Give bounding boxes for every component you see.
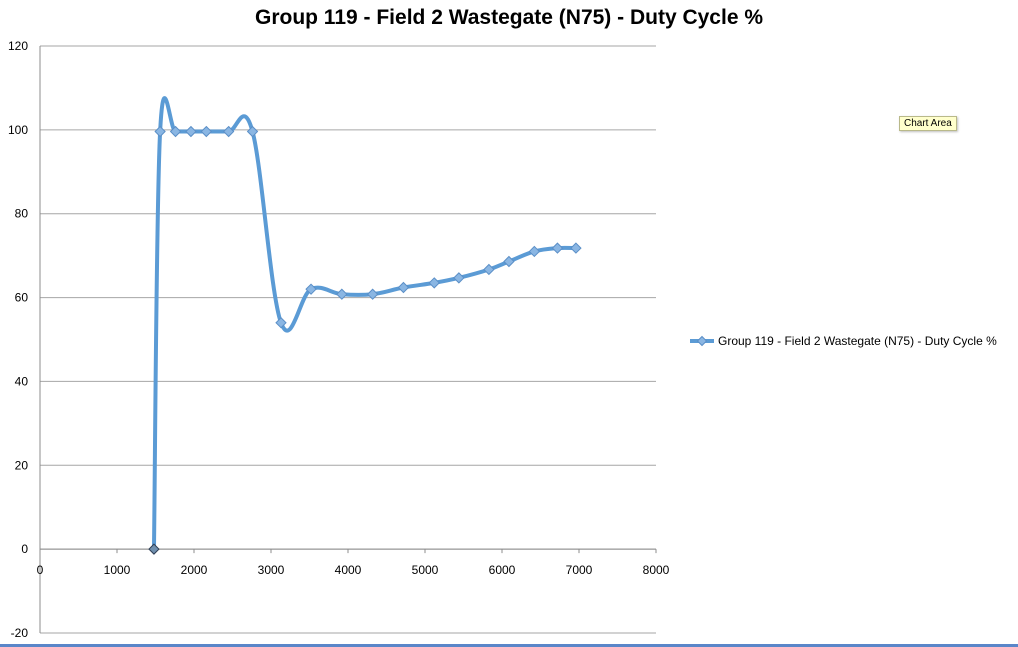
data-point-marker xyxy=(570,242,582,254)
data-point-marker xyxy=(336,288,348,300)
y-tick-label: 120 xyxy=(8,39,28,53)
y-tick-label: 20 xyxy=(15,458,29,472)
data-point-marker xyxy=(200,125,213,138)
data-point-marker xyxy=(246,125,259,138)
x-tick-label: 1000 xyxy=(104,563,131,577)
chart-area-tooltip: Chart Area xyxy=(899,116,957,131)
data-point-marker xyxy=(528,245,541,258)
data-point-marker xyxy=(551,242,564,254)
y-tick-label: 80 xyxy=(15,207,29,221)
data-point-marker xyxy=(148,543,160,555)
y-tick-label: 60 xyxy=(15,291,29,305)
y-tick-label: 40 xyxy=(15,374,29,388)
series-line xyxy=(151,96,578,552)
data-point-marker xyxy=(275,317,287,329)
data-point-marker xyxy=(169,125,182,138)
x-tick-label: 7000 xyxy=(566,563,593,577)
data-point-marker xyxy=(483,263,495,276)
data-point-marker xyxy=(428,277,440,289)
y-tick-label: 100 xyxy=(8,123,28,137)
x-tick-label: 4000 xyxy=(335,563,362,577)
data-point-marker xyxy=(453,272,465,284)
chart-title: Group 119 - Field 2 Wastegate (N75) - Du… xyxy=(254,6,764,29)
window-bottom-edge xyxy=(0,644,1018,647)
data-point-marker xyxy=(397,281,410,294)
data-point-marker xyxy=(185,125,197,138)
x-tick-label: 0 xyxy=(37,563,44,577)
x-tick-label: 6000 xyxy=(489,563,516,577)
data-point-marker xyxy=(366,288,379,300)
data-point-marker xyxy=(305,283,317,295)
legend-marker xyxy=(696,335,708,347)
y-tick-label: 0 xyxy=(21,542,28,556)
x-tick-label: 8000 xyxy=(643,563,670,577)
x-tick-label: 5000 xyxy=(412,563,439,577)
legend-label: Group 119 - Field 2 Wastegate (N75) - Du… xyxy=(718,334,997,348)
data-point-marker xyxy=(154,125,166,138)
x-tick-label: 2000 xyxy=(181,563,208,577)
y-tick-label: -20 xyxy=(11,626,29,640)
data-point-marker xyxy=(503,255,515,268)
data-point-marker xyxy=(222,125,235,138)
x-tick-label: 3000 xyxy=(258,563,285,577)
